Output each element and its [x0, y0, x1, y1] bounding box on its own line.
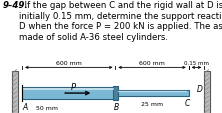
- Text: 600 mm: 600 mm: [139, 60, 165, 65]
- Bar: [115, 90, 189, 96]
- Text: If the gap between C and the rigid wall at D is
initially 0.15 mm, determine the: If the gap between C and the rigid wall …: [19, 1, 222, 41]
- Text: B: B: [114, 102, 119, 111]
- Text: C: C: [185, 98, 190, 107]
- Text: A: A: [23, 102, 28, 111]
- Text: 9–49.: 9–49.: [2, 1, 28, 10]
- Bar: [113, 86, 118, 101]
- Bar: [12, 71, 18, 113]
- Text: 0.15 mm: 0.15 mm: [184, 60, 209, 65]
- Bar: [22, 88, 115, 99]
- Text: 25 mm: 25 mm: [141, 101, 163, 106]
- Text: D: D: [197, 84, 203, 93]
- Bar: [204, 71, 210, 113]
- Text: 50 mm: 50 mm: [36, 105, 58, 110]
- Text: P: P: [71, 83, 76, 92]
- Text: 600 mm: 600 mm: [56, 60, 82, 65]
